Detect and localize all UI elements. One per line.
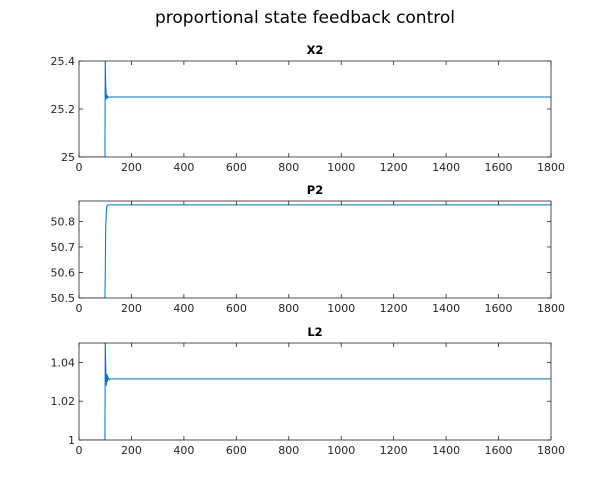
x-tick-label: 1800 xyxy=(537,444,565,457)
axes-box xyxy=(78,200,552,299)
figure-title: proportional state feedback control xyxy=(155,8,455,28)
y-tick-label: 1.02 xyxy=(51,395,76,408)
x-tick-label: 1800 xyxy=(537,161,565,174)
subplot-title: X2 xyxy=(307,43,324,57)
x-tick-label: 1000 xyxy=(327,444,355,457)
y-tick-label: 25 xyxy=(61,151,75,164)
x-tick-label: 1800 xyxy=(537,302,565,315)
x-tick-label: 0 xyxy=(76,161,83,174)
x-tick-label: 1600 xyxy=(485,161,513,174)
x-tick-label: 800 xyxy=(278,444,299,457)
x-tick-label: 600 xyxy=(226,302,247,315)
x-tick-label: 800 xyxy=(278,302,299,315)
x-tick-label: 1600 xyxy=(485,444,513,457)
x-tick-label: 200 xyxy=(121,161,142,174)
y-tick-label: 1 xyxy=(68,434,75,447)
x-tick-label: 200 xyxy=(121,302,142,315)
x-tick-label: 1400 xyxy=(432,444,460,457)
subplot-title: P2 xyxy=(307,183,323,197)
x-tick-label: 1400 xyxy=(432,302,460,315)
x-tick-label: 1200 xyxy=(380,161,408,174)
y-tick-label: 50.7 xyxy=(51,241,76,254)
x-tick-label: 1000 xyxy=(327,161,355,174)
subplot-1: 0 200 400 600 800 1000 1200 1400 1600 1800 50.5 50.… xyxy=(51,183,566,315)
x-tick-label: 400 xyxy=(173,302,194,315)
x-tick-label: 600 xyxy=(226,161,247,174)
subplot-title: L2 xyxy=(307,325,322,339)
y-tick-label: 50.8 xyxy=(51,215,76,228)
x-tick-label: 1200 xyxy=(380,302,408,315)
x-tick-label: 600 xyxy=(226,444,247,457)
x-tick-label: 400 xyxy=(173,161,194,174)
axes-box xyxy=(78,342,552,441)
x-tick-label: 800 xyxy=(278,161,299,174)
series-line-0 xyxy=(79,61,551,157)
x-tick-label: 1200 xyxy=(380,444,408,457)
y-tick-label: 25.4 xyxy=(51,55,76,68)
x-tick-label: 0 xyxy=(76,444,83,457)
subplot-2: 0 200 400 600 800 1000 1200 1400 1600 1800 1 1.02 1.… xyxy=(51,325,566,457)
y-tick-label: 25.2 xyxy=(51,103,76,116)
x-tick-label: 0 xyxy=(76,302,83,315)
y-tick-label: 50.6 xyxy=(51,266,76,279)
x-tick-label: 1400 xyxy=(432,161,460,174)
y-tick-label: 50.5 xyxy=(51,292,76,305)
y-tick-label: 1.04 xyxy=(51,356,76,369)
subplot-0: 0 200 400 600 800 1000 1200 1400 1600 1800 25 25.2 2… xyxy=(51,43,566,174)
axes-box xyxy=(78,60,552,158)
series-line-0 xyxy=(79,343,551,440)
series-line-0 xyxy=(79,204,551,298)
x-tick-label: 1000 xyxy=(327,302,355,315)
x-tick-label: 1600 xyxy=(485,302,513,315)
x-tick-label: 200 xyxy=(121,444,142,457)
x-tick-label: 400 xyxy=(173,444,194,457)
